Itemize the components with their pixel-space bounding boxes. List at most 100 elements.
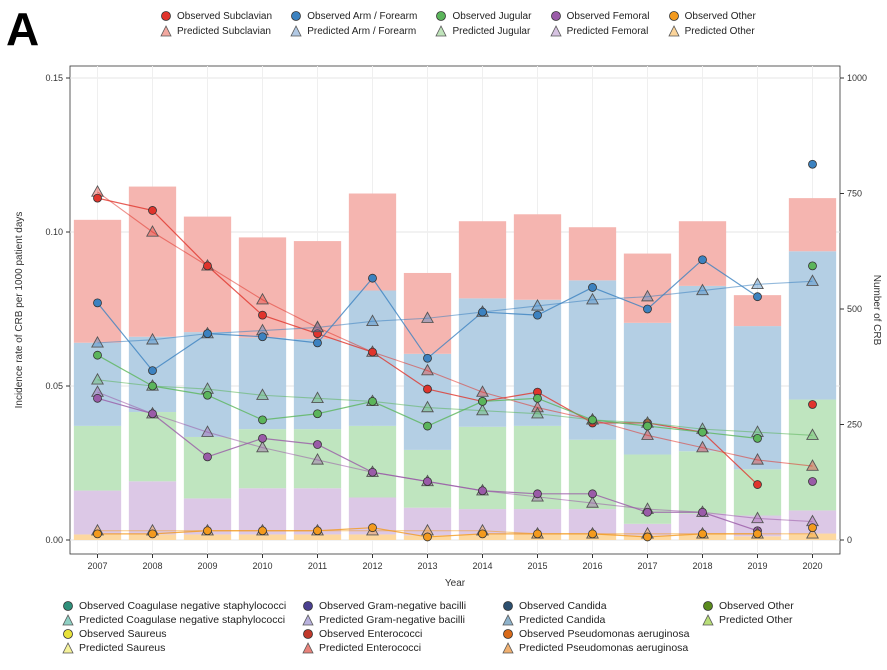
y-tick-label: 0.10: [45, 227, 63, 237]
observed-point: [368, 523, 377, 533]
bar-segment: [403, 272, 452, 354]
x-tick-label: 2018: [692, 561, 712, 571]
legend-item: Predicted Femoral: [549, 25, 654, 37]
observed-point: [313, 440, 322, 449]
bar-segment: [788, 198, 837, 252]
legend-label: Predicted Pseudomonas aeruginosa: [519, 642, 689, 654]
observed-point: [478, 396, 487, 406]
legend-item: Observed Subclavian: [160, 10, 276, 22]
legend-label: Predicted Jugular: [452, 25, 531, 37]
bar-segment: [348, 534, 397, 540]
legend-label: Observed Jugular: [452, 10, 532, 22]
observed-point: [368, 347, 377, 357]
predicted-point: [421, 363, 434, 376]
predicted-point: [476, 385, 489, 397]
predicted-point: [146, 332, 159, 345]
legend-label: Observed Enterococci: [319, 628, 423, 640]
y2-tick-label: 0: [847, 535, 852, 545]
bar-segment: [293, 429, 342, 489]
bar-segment: [678, 513, 727, 535]
predicted-line: [97, 379, 813, 436]
legend-item: Predicted Enterococci: [302, 642, 502, 654]
x-tick-label: 2007: [87, 561, 107, 571]
legend-label: Predicted Candida: [519, 614, 606, 626]
observed-point: [588, 489, 597, 499]
legend-label: Predicted Saureus: [79, 642, 166, 654]
x-tick-label: 2019: [747, 561, 767, 571]
legend-label: Predicted Arm / Forearm: [307, 25, 417, 37]
y-tick-label: 0.15: [45, 73, 63, 83]
legend-item: Predicted Arm / Forearm: [290, 25, 421, 37]
predicted-line: [97, 280, 813, 344]
observed-point: [808, 159, 817, 169]
bar-segment: [238, 337, 287, 430]
bar-segment: [458, 221, 507, 299]
legend-label: Observed Gram-negative bacilli: [319, 600, 467, 612]
observed-point: [258, 310, 267, 320]
legend-bottom: Observed Coagulase negative staphylococc…: [62, 600, 862, 654]
predicted-point: [751, 511, 764, 524]
y-tick-label: 0.00: [45, 535, 63, 545]
observed-point: [643, 507, 652, 517]
observed-point: [203, 329, 212, 339]
legend-label: Observed Candida: [519, 600, 607, 612]
bar-segment: [348, 425, 397, 498]
observed-point: [753, 433, 762, 443]
x-tick-label: 2015: [527, 561, 547, 571]
bar-segment: [293, 241, 342, 340]
observed-point: [753, 480, 762, 489]
predicted-point: [91, 335, 104, 348]
x-tick-label: 2009: [197, 561, 217, 571]
y-axis-title: Incidence rate of CRB per 1000 patient d…: [14, 212, 25, 409]
bar-segment: [623, 322, 672, 455]
bar-segment: [733, 515, 782, 537]
predicted-point: [256, 388, 269, 400]
legend-item: Predicted Jugular: [435, 25, 535, 37]
bar-segment: [788, 251, 837, 400]
legend-top: Observed Subclavian Observed Arm / Forear…: [160, 10, 760, 37]
observed-point: [533, 310, 542, 320]
y2-tick-label: 500: [847, 304, 862, 314]
x-tick-label: 2008: [142, 561, 162, 571]
observed-point: [93, 350, 102, 360]
observed-point: [753, 292, 762, 302]
observed-point: [93, 298, 102, 308]
legend-label: Predicted Subclavian: [177, 25, 271, 37]
y2-axis-title: Number of CRB: [871, 275, 882, 346]
observed-point: [203, 261, 212, 271]
observed-point: [423, 353, 432, 363]
observed-point: [93, 393, 102, 403]
predicted-point: [256, 440, 269, 453]
legend-item: Predicted Gram-negative bacilli: [302, 614, 502, 626]
observed-point: [148, 381, 157, 391]
bar-segment: [458, 426, 507, 510]
bar-segment: [513, 214, 562, 300]
observed-point: [643, 304, 652, 314]
observed-point: [808, 400, 817, 409]
observed-point: [313, 409, 322, 419]
bar-segment: [73, 425, 122, 491]
observed-point: [258, 415, 267, 425]
observed-point: [643, 532, 652, 542]
x-tick-label: 2012: [362, 561, 382, 571]
legend-item: Observed Candida: [502, 600, 702, 612]
observed-point: [423, 477, 432, 486]
legend-item: Observed Other: [702, 600, 842, 612]
bar-segment: [733, 326, 782, 470]
legend-label: Observed Other: [719, 600, 794, 612]
y2-tick-label: 1000: [847, 73, 867, 83]
legend-item: [702, 628, 842, 640]
predicted-point: [531, 406, 544, 419]
bar-segment: [128, 412, 177, 482]
bar-segment: [788, 533, 837, 540]
observed-point: [148, 206, 157, 215]
predicted-point: [311, 391, 324, 403]
legend-label: Observed Other: [684, 10, 756, 22]
bar-segment: [73, 219, 122, 343]
observed-point: [808, 477, 817, 486]
observed-point: [478, 486, 487, 496]
observed-point: [753, 529, 762, 539]
observed-point: [148, 409, 157, 419]
observed-point: [368, 396, 377, 406]
observed-point: [643, 421, 652, 431]
